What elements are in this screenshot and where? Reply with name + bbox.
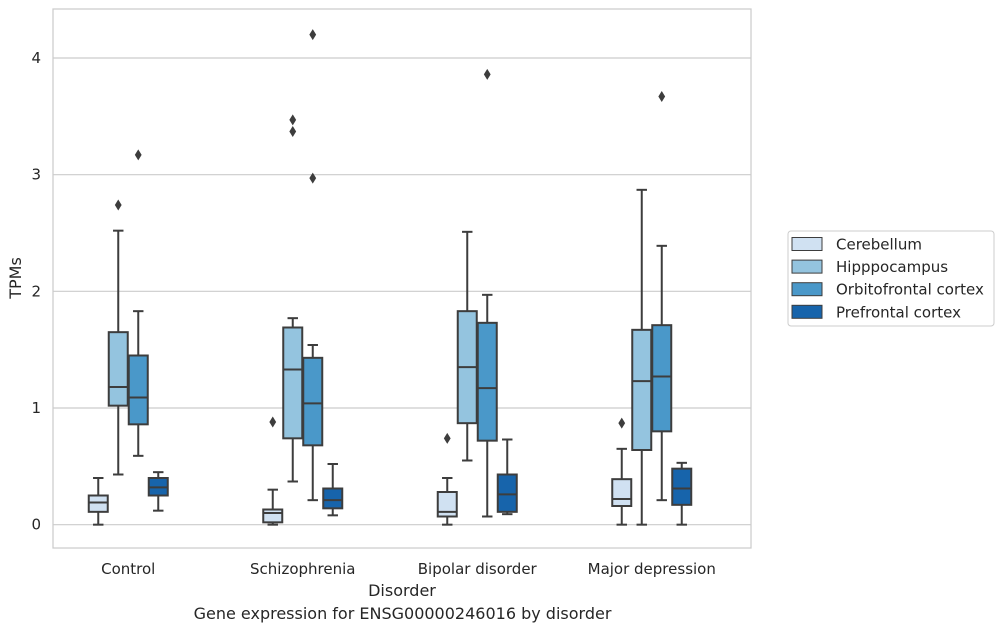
box-body bbox=[611, 478, 633, 507]
box-plot bbox=[476, 68, 498, 518]
outlier-point bbox=[269, 416, 277, 428]
box-plot bbox=[671, 461, 693, 526]
legend-swatch bbox=[791, 259, 823, 274]
x-tick-label: Schizophrenia bbox=[250, 560, 355, 578]
box-body bbox=[262, 508, 284, 524]
figure-caption: Gene expression for ENSG00000246016 by d… bbox=[193, 604, 612, 623]
outlier-point bbox=[309, 29, 317, 41]
legend-label: Hipppocampus bbox=[836, 258, 948, 276]
x-tick-label: Bipolar disorder bbox=[418, 560, 538, 578]
legend-frame bbox=[787, 230, 995, 327]
outlier-point bbox=[483, 68, 491, 80]
box-body bbox=[127, 354, 149, 426]
box-plot bbox=[87, 477, 109, 526]
outlier-point bbox=[289, 114, 297, 126]
box-body bbox=[496, 473, 518, 513]
y-tick-label: 1 bbox=[31, 399, 41, 417]
plot-area-frame bbox=[52, 8, 752, 549]
box-plot bbox=[302, 29, 324, 502]
box-body bbox=[476, 321, 498, 442]
box-plot bbox=[107, 199, 129, 476]
x-tick-label: Control bbox=[101, 560, 155, 578]
y-tick-label: 0 bbox=[31, 516, 41, 534]
box-plot bbox=[631, 188, 653, 526]
box-body bbox=[107, 331, 129, 407]
box-plot bbox=[147, 471, 169, 512]
legend-label: Prefrontal cortex bbox=[836, 303, 961, 321]
box-body bbox=[436, 491, 458, 518]
legend: Cerebellum Hipppocampus Orbitofrontal cort… bbox=[787, 230, 995, 327]
box-plot bbox=[127, 149, 149, 457]
grid-lines bbox=[53, 57, 751, 526]
legend-swatch bbox=[791, 237, 823, 251]
box-body bbox=[87, 494, 109, 513]
box-body bbox=[322, 487, 344, 510]
outlier-point bbox=[289, 126, 297, 137]
box-plot bbox=[436, 432, 458, 526]
outlier-point bbox=[309, 172, 317, 184]
legend-swatch bbox=[791, 304, 823, 319]
outlier-point bbox=[618, 417, 626, 429]
y-axis-label: TPMs bbox=[6, 257, 25, 300]
y-tick-label: 3 bbox=[31, 166, 41, 184]
outlier-point bbox=[658, 91, 666, 102]
outlier-point bbox=[134, 149, 142, 161]
y-tick-labels: 0 1 2 3 4 bbox=[31, 49, 41, 534]
box-body bbox=[631, 328, 653, 452]
x-tick-labels: Control Schizophrenia Bipolar disorder Majo… bbox=[101, 560, 716, 578]
box-body bbox=[671, 467, 693, 506]
box-plot bbox=[611, 417, 633, 526]
legend-label: Cerebellum bbox=[836, 236, 922, 254]
box-plot bbox=[456, 230, 478, 462]
x-axis-label: Disorder bbox=[368, 581, 436, 600]
box-plots bbox=[87, 29, 693, 526]
outlier-point bbox=[443, 432, 451, 444]
x-tick-label: Major depression bbox=[588, 560, 716, 578]
outlier-point bbox=[114, 199, 122, 211]
box-plot bbox=[262, 416, 284, 526]
box-plot bbox=[282, 114, 304, 483]
y-tick-label: 2 bbox=[31, 282, 41, 300]
box-plot bbox=[651, 91, 673, 502]
box-plot bbox=[496, 438, 518, 516]
box-body bbox=[651, 324, 673, 433]
box-plot bbox=[322, 463, 344, 517]
box-body bbox=[302, 356, 324, 447]
y-tick-label: 4 bbox=[31, 49, 41, 67]
box-body bbox=[282, 326, 304, 440]
legend-swatch bbox=[791, 282, 823, 297]
legend-label: Orbitofrontal cortex bbox=[836, 281, 984, 299]
